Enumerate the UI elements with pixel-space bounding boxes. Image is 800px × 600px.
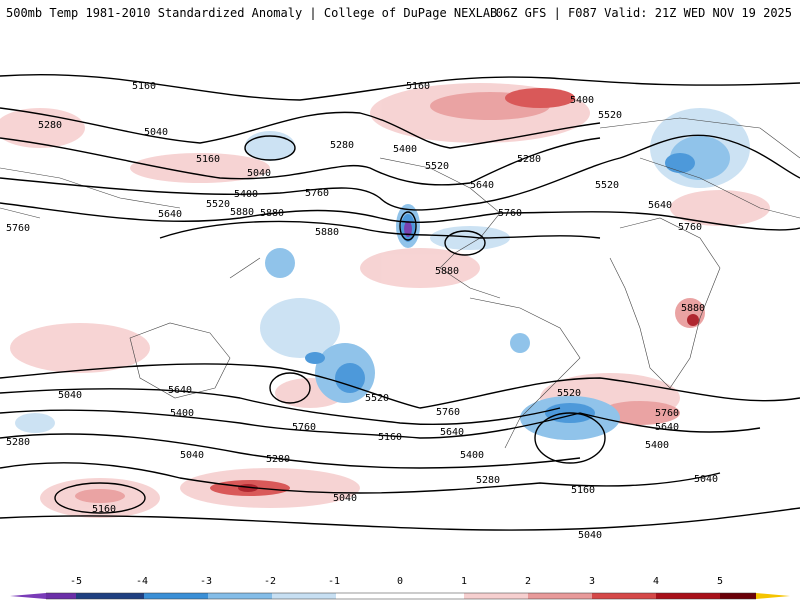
colorbar-swatch — [656, 593, 720, 599]
contour-label: 5760 — [498, 208, 522, 219]
contour-label: 5160 — [92, 504, 116, 515]
contour-label: 5760 — [655, 408, 679, 419]
contour-label: 5160 — [196, 154, 220, 165]
colorbar-tick: -5 — [70, 576, 82, 587]
colorbar-tick: -3 — [200, 576, 212, 587]
contour-label: 5280 — [330, 140, 354, 151]
contour-label: 5400 — [393, 144, 417, 155]
contour-label: 5520 — [598, 110, 622, 121]
colorbar-swatch — [528, 593, 592, 599]
contour-label: 5880 — [435, 266, 459, 277]
contour-label: 5040 — [58, 390, 82, 401]
colorbar-tick: 3 — [589, 576, 595, 587]
colorbar-tick: 2 — [525, 576, 531, 587]
colorbar-swatch — [464, 593, 528, 599]
contour-label: 5880 — [315, 227, 339, 238]
contour-label: 5760 — [292, 422, 316, 433]
contour-label: 5280 — [476, 475, 500, 486]
contour-label: 5400 — [460, 450, 484, 461]
contour-label: 5280 — [38, 120, 62, 131]
contour-label: 5160 — [132, 81, 156, 92]
contour-label: 5760 — [305, 188, 329, 199]
colorbar-swatch — [208, 593, 272, 599]
colorbar-tick: -1 — [328, 576, 340, 587]
contour-label: 5400 — [234, 189, 258, 200]
model-run-info: 06Z GFS | F087 Valid: 21Z WED NOV 19 202… — [495, 6, 792, 20]
contour-label: 5280 — [266, 454, 290, 465]
contour-label: 5040 — [180, 450, 204, 461]
contour-label: 5880 — [681, 303, 705, 314]
colorbar-swatch — [272, 593, 336, 599]
colorbar-tick: 5 — [717, 576, 723, 587]
contour-label: 5400 — [645, 440, 669, 451]
contour-label: 5520 — [557, 388, 581, 399]
colorbar-tick: -4 — [136, 576, 148, 587]
colorbar-swatch — [76, 593, 144, 599]
contour-label: 5640 — [648, 200, 672, 211]
colorbar-swatch — [592, 593, 656, 599]
contour-label: 5760 — [6, 223, 30, 234]
contour-label: 5640 — [168, 385, 192, 396]
contour-label: 5520 — [206, 199, 230, 210]
colorbar-swatch — [46, 593, 76, 599]
contour-label: 5520 — [425, 161, 449, 172]
anomaly-map: 5160 5280 5040 5160 5400 5520 5640 5760 … — [0, 68, 800, 565]
contour-label: 5160 — [406, 81, 430, 92]
colorbar-swatch — [144, 593, 208, 599]
contour-label: 5760 — [436, 407, 460, 418]
contour-label-group: 5160 5280 5040 5160 5400 5520 5640 5760 … — [6, 81, 718, 541]
colorbar-tick: 4 — [653, 576, 659, 587]
contour-label: 5040 — [333, 493, 357, 504]
contour-label: 5880 — [230, 207, 254, 218]
contour-label: 5040 — [694, 474, 718, 485]
chart-title: 500mb Temp 1981-2010 Standardized Anomal… — [6, 6, 498, 20]
colorbar-end-low — [10, 593, 46, 599]
height-contours — [0, 73, 800, 531]
contour-label: 5160 — [571, 485, 595, 496]
contour-label: 5160 — [378, 432, 402, 443]
contour-label: 5640 — [655, 422, 679, 433]
contour-label: 5040 — [578, 530, 602, 541]
contour-label: 5640 — [440, 427, 464, 438]
contour-label: 5520 — [365, 393, 389, 404]
colorbar-tick: 0 — [397, 576, 403, 587]
contour-label: 5280 — [6, 437, 30, 448]
colorbar: -5 -4 -3 -2 -1 0 1 2 3 4 5 — [10, 576, 790, 600]
colorbar-swatch — [720, 593, 756, 599]
contour-label: 5520 — [595, 180, 619, 191]
colorbar-tick: -2 — [264, 576, 276, 587]
contour-label: 5280 — [517, 154, 541, 165]
contour-label: 5040 — [247, 168, 271, 179]
contour-label: 5040 — [144, 127, 168, 138]
contour-label: 5400 — [570, 95, 594, 106]
colorbar-end-high — [756, 593, 790, 599]
contour-label: 5640 — [158, 209, 182, 220]
contour-label: 5760 — [678, 222, 702, 233]
colorbar-swatch — [336, 593, 464, 599]
contour-label: 5400 — [170, 408, 194, 419]
contour-label: 5640 — [470, 180, 494, 191]
anomaly-shading — [0, 83, 770, 518]
contour-label: 5880 — [260, 208, 284, 219]
colorbar-tick: 1 — [461, 576, 467, 587]
